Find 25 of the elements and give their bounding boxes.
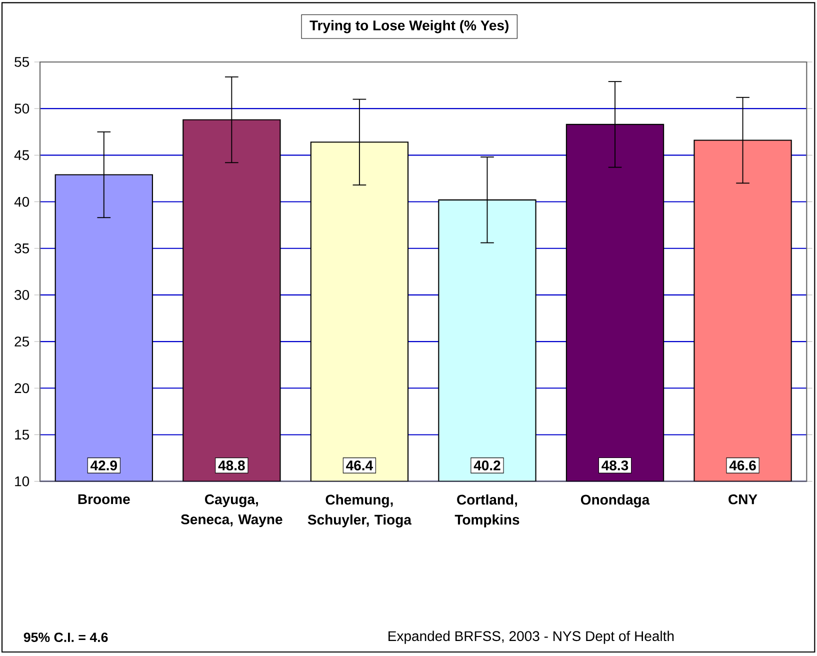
- x-tick-label: Cortland, Tompkins: [454, 494, 520, 528]
- y-tick-label: 45: [14, 150, 30, 160]
- y-tick-label: 15: [15, 430, 30, 440]
- x-tick-label: Onondaga: [580, 494, 650, 508]
- text: Expanded BRFSS, 2003 - NYS Dept of Health: [388, 630, 674, 644]
- text: 95% C.I. = 4.6: [24, 632, 108, 642]
- x-tick-label: Chemung, Schuyler, Tioga: [308, 494, 412, 528]
- x-tick-label: CNY: [728, 494, 758, 504]
- data-label: 42.9: [90, 460, 117, 470]
- y-tick-label: 40: [14, 196, 30, 207]
- data-label: 40.2: [474, 460, 500, 470]
- y-tick-label: 10: [15, 476, 30, 486]
- y-tick-label: 20: [14, 383, 30, 394]
- y-tick-label: 30: [14, 290, 30, 300]
- y-tick-label: 35: [14, 243, 30, 254]
- y-tick-label: 55: [14, 57, 30, 67]
- data-label: 46.6: [729, 460, 756, 470]
- data-label: 48.3: [602, 460, 628, 470]
- y-tick-label: 25: [14, 336, 30, 347]
- data-label: 46.4: [346, 460, 373, 470]
- x-tick-label: Broome: [78, 494, 130, 504]
- y-tick-label: 50: [14, 104, 30, 114]
- x-tick-label: Cayuga, Seneca, Wayne: [180, 494, 282, 528]
- chart-title: Trying to Lose Weight (% Yes): [310, 20, 508, 34]
- data-label: 48.8: [218, 460, 245, 470]
